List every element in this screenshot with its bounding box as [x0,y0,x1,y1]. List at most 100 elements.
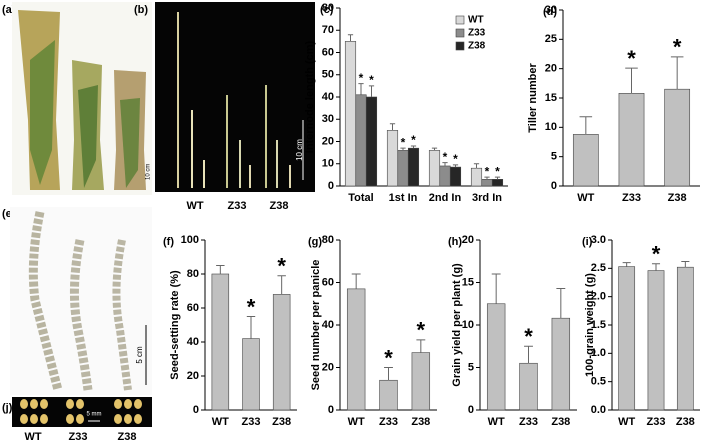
y-tick-label: 20 [322,135,334,147]
error-bar [216,265,225,274]
significance-mark: * [673,35,682,60]
panel-label: (i) [582,236,593,248]
y-tick-label: 1.0 [591,347,606,359]
x-tick-label: 1st In [389,192,418,204]
error-bar [416,339,426,353]
error-bar [473,163,480,169]
y-tick-label: 2.0 [591,291,606,303]
y-tick-label: 5 [468,361,474,373]
error-bar [384,367,393,381]
bar [242,338,260,411]
x-tick-label: Z33 [622,192,641,204]
x-tick-label: 2nd In [429,192,462,204]
error-bar [651,263,661,271]
bar [647,270,665,411]
photo-j: 5 mm [12,397,152,427]
panel-label: (g) [308,236,322,248]
y-tick-label: 0 [468,404,474,416]
significance-mark: * [453,152,458,166]
y-tick-label: 15 [462,276,474,288]
bar [355,94,367,187]
y-tick-label: 30 [545,4,557,16]
legend-swatch [455,28,465,38]
error-bar [431,147,438,151]
error-bar [389,123,396,131]
bar [346,288,366,411]
bar [551,317,571,411]
bar [272,294,291,411]
bar [618,266,636,411]
error-bar [494,176,501,180]
y-axis-label: Internode length (cm) [304,40,316,153]
error-bar [622,262,631,267]
error-bar [410,145,417,149]
significance-mark: * [495,164,500,178]
bar [365,96,378,187]
error-bar [277,275,286,295]
panel-label: (c) [320,4,334,16]
y-tick-label: 60 [322,276,334,288]
bar [449,166,462,187]
bar [379,379,398,411]
error-bar [400,147,406,151]
photo-a: 10 cm [12,2,152,195]
error-bar [491,273,501,304]
y-tick-label: 0.5 [591,376,606,388]
error-bar [556,287,566,319]
photo-category: Z33 [228,200,247,212]
x-tick-label: Z33 [242,416,261,428]
y-axis-label: Grain yield per plant (g) [451,263,463,387]
legend-swatch [455,15,465,25]
scale-label: 10 cm [295,139,304,161]
x-tick-label: Z38 [272,416,291,428]
y-tick-label: 30 [322,113,334,125]
significance-mark: * [627,46,636,71]
bar [676,266,694,411]
x-tick-label: Z38 [411,416,430,428]
y-tick-label: 10 [462,319,474,331]
bar [439,165,451,187]
error-bar [579,116,593,135]
bar [481,179,493,187]
panel-label: (f) [163,236,174,248]
y-tick-label: 60 [187,302,199,314]
significance-mark: * [384,345,393,370]
y-tick-label: 80 [187,268,199,280]
x-tick-label: WT [348,416,365,428]
bar [407,147,420,187]
photo-category: Z38 [118,431,137,443]
significance-mark: * [411,133,416,147]
y-tick-label: 40 [322,319,334,331]
y-tick-label: 20 [545,63,557,75]
significance-mark: * [524,324,533,349]
y-tick-label: 40 [187,336,199,348]
photo-category: WT [24,431,41,443]
error-bar [670,56,684,90]
panel-label: (d) [543,6,557,18]
photo-category: Z33 [69,431,88,443]
legend-swatch [455,41,465,51]
significance-mark: * [369,73,374,87]
y-tick-label: 0 [328,404,334,416]
x-tick-label: Z38 [551,416,570,428]
photo-category: WT [186,200,203,212]
significance-mark: * [359,71,364,85]
panel-label: (b) [134,4,148,16]
x-tick-label: 3rd In [472,192,502,204]
y-tick-label: 80 [322,2,334,14]
error-bar [452,164,459,168]
y-tick-label: 20 [462,234,474,246]
error-bar [442,162,448,166]
significance-mark: * [652,242,661,267]
y-tick-label: 25 [545,33,557,45]
bar [428,150,441,187]
error-bar [524,345,533,364]
bar [344,41,357,187]
y-axis-label: 100-grain weight (g) [584,273,596,377]
error-bar [358,83,364,95]
legend-label: Z33 [468,28,486,39]
y-tick-label: 70 [322,24,334,36]
y-tick-label: 10 [322,158,334,170]
significance-mark: * [277,254,286,279]
x-tick-label: Z38 [676,416,695,428]
